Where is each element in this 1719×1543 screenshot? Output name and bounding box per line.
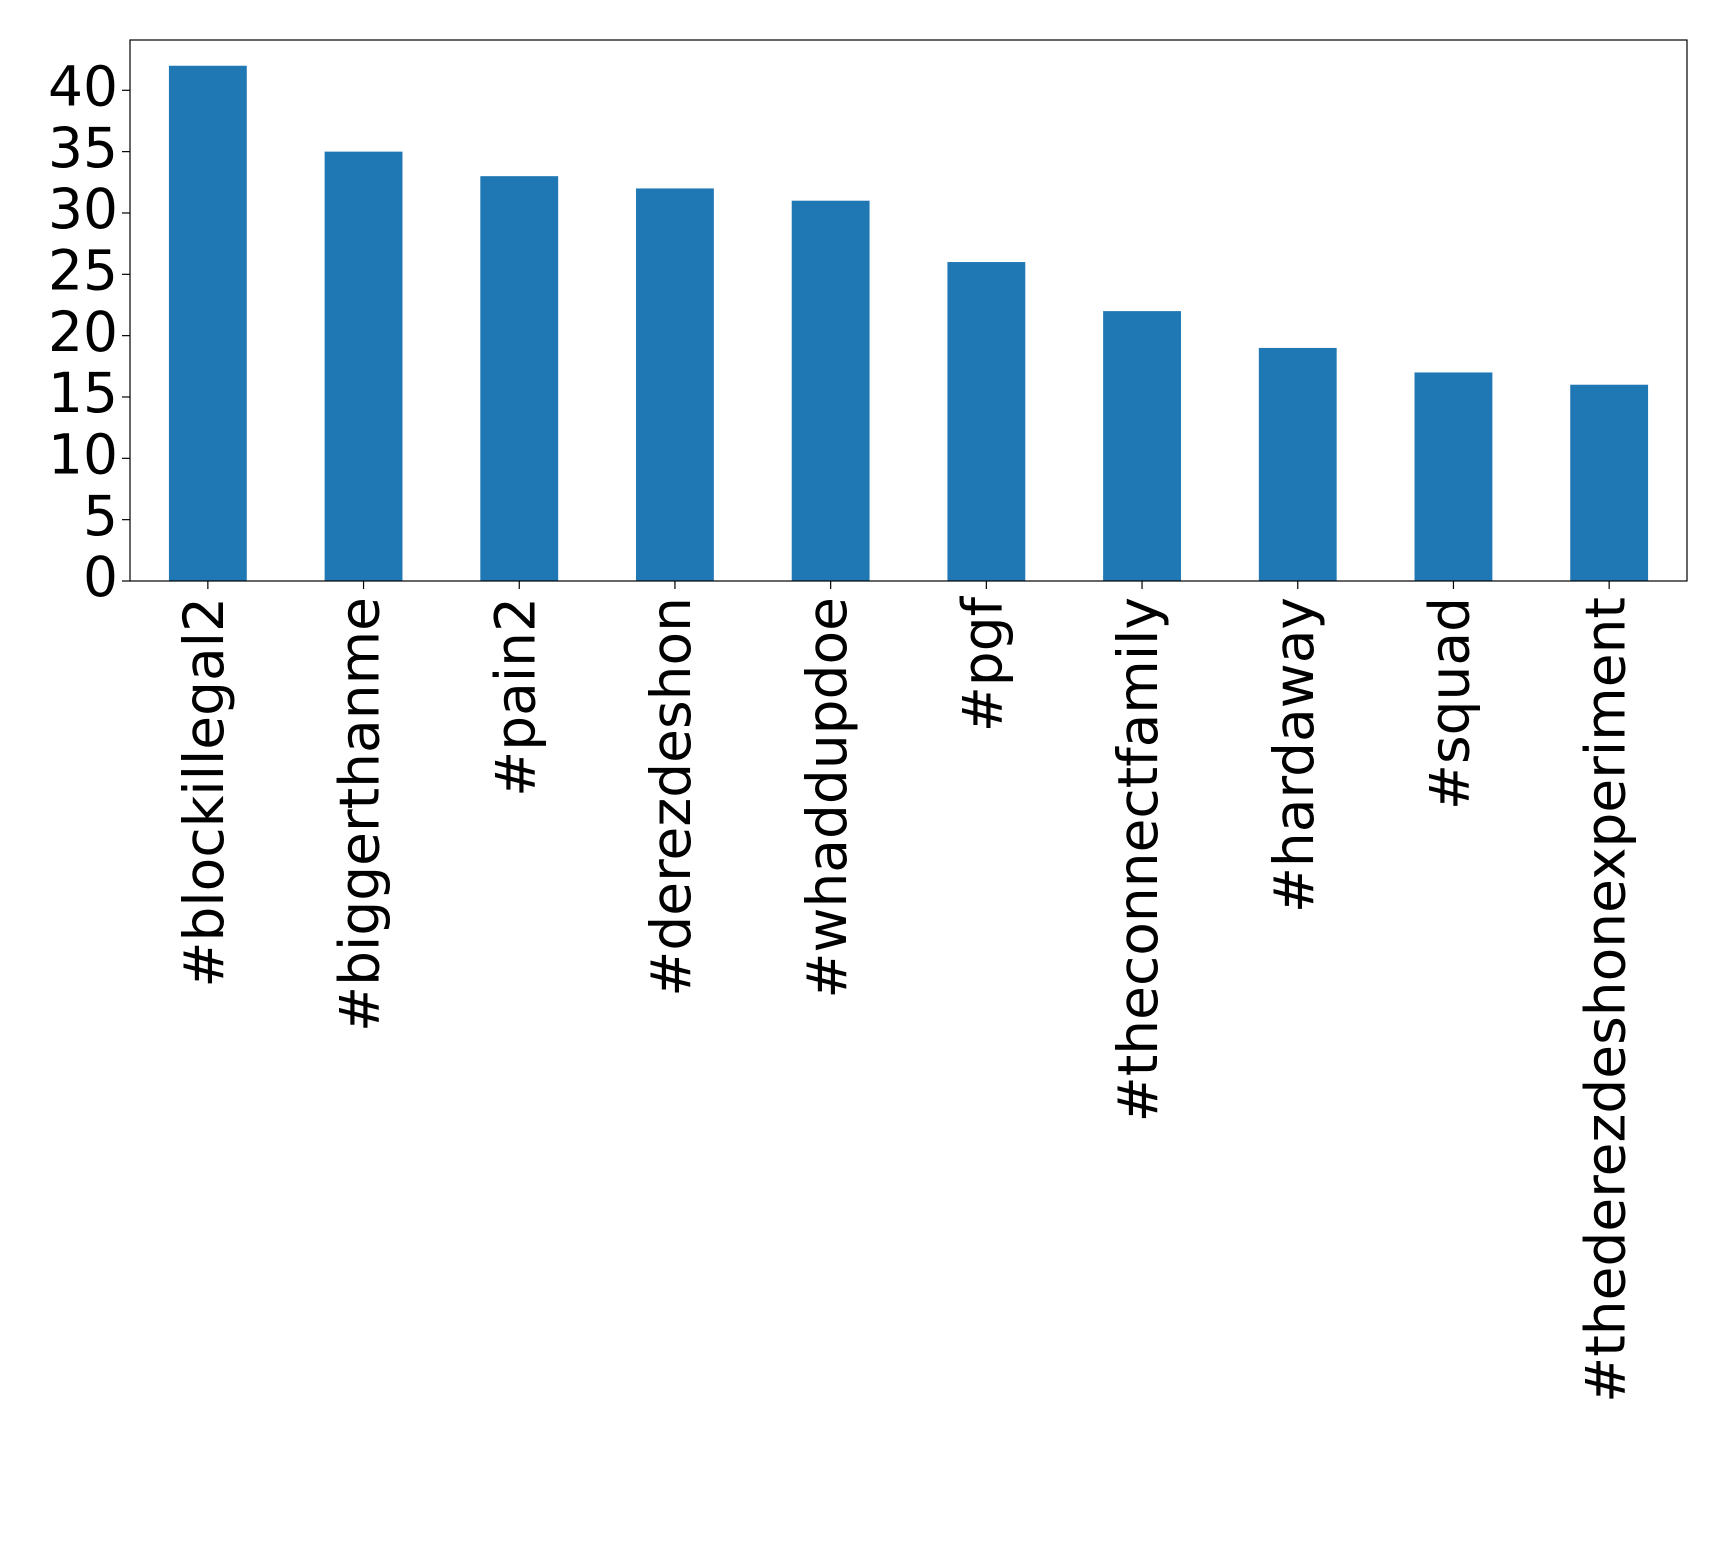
- plot-frame: [129, 39, 1688, 582]
- bar: [324, 151, 403, 581]
- y-tick-label: 15: [48, 361, 118, 425]
- x-tick-label: #blockillegal2: [172, 597, 236, 988]
- x-tick-label: #theconnectfamily: [1106, 597, 1170, 1122]
- x-tick-label: #whaddupdoe: [795, 597, 859, 999]
- y-tick-label: 10: [48, 422, 118, 486]
- x-tick-label: #pgf: [950, 595, 1014, 732]
- y-tick-label: 0: [83, 545, 118, 609]
- bar: [1570, 384, 1649, 581]
- bar: [636, 188, 714, 582]
- bar: [1414, 372, 1493, 581]
- bar: [791, 200, 870, 582]
- y-tick-label: 35: [48, 116, 118, 180]
- y-tick-label: 25: [48, 238, 118, 302]
- bar: [947, 262, 1026, 581]
- x-tick-label: #hardaway: [1262, 597, 1326, 913]
- bar: [1258, 347, 1337, 581]
- bar: [480, 176, 559, 581]
- y-tick-label: 5: [83, 484, 118, 548]
- bar: [1103, 311, 1181, 581]
- x-tick-label: #pain2: [483, 597, 547, 797]
- y-tick-label: 30: [48, 177, 118, 241]
- x-tick-label: #biggerthanme: [328, 597, 392, 1032]
- bar: [168, 65, 247, 581]
- y-tick-label: 20: [48, 300, 118, 364]
- x-tick-label: #thederezdeshonexperiment: [1573, 597, 1637, 1403]
- y-tick-label: 40: [48, 54, 118, 118]
- x-tick-label: #derezdeshon: [639, 597, 703, 997]
- x-tick-label: #squad: [1418, 597, 1482, 810]
